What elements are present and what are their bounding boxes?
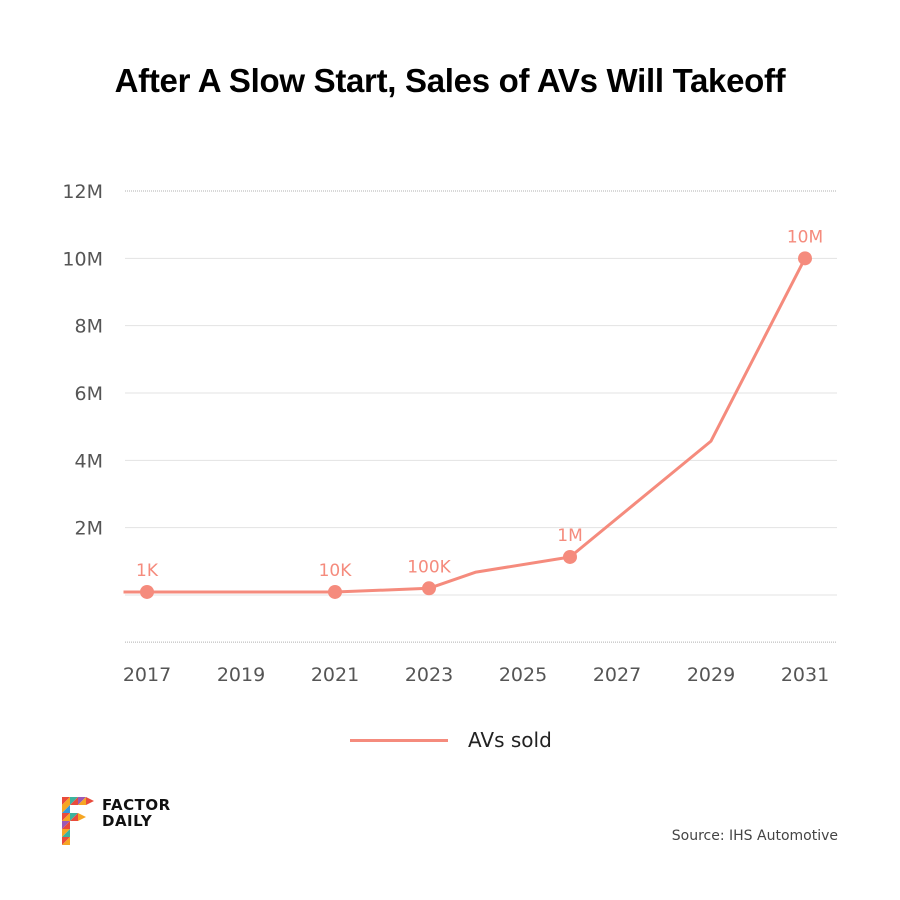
logo-f-icon xyxy=(62,797,94,845)
x-tick-label: 2031 xyxy=(781,664,829,686)
x-tick-label: 2023 xyxy=(405,664,453,686)
y-tick-label: 8M xyxy=(75,316,103,338)
data-label: 10K xyxy=(319,561,353,581)
data-point xyxy=(563,549,577,564)
y-axis-ticks: 2M 4M 6M 8M 10M 12M xyxy=(62,181,103,540)
data-label: 10M xyxy=(787,227,823,247)
legend-label: AVs sold xyxy=(468,728,552,752)
factor-daily-logo: FACTOR DAILY xyxy=(62,797,171,847)
series-avs-sold: 1K 10K 100K 1M 10M xyxy=(123,227,823,599)
data-label: 1K xyxy=(136,561,159,581)
data-point xyxy=(140,584,154,599)
x-tick-label: 2025 xyxy=(499,664,547,686)
y-tick-label: 10M xyxy=(62,248,103,270)
legend: AVs sold xyxy=(350,728,552,752)
y-tick-label: 12M xyxy=(62,181,103,203)
x-tick-label: 2017 xyxy=(123,664,171,686)
data-label: 100K xyxy=(407,557,451,577)
data-point xyxy=(422,581,436,596)
logo-text-line1: FACTOR xyxy=(102,796,171,814)
x-tick-label: 2029 xyxy=(687,664,735,686)
data-label: 1M xyxy=(557,526,582,546)
gridlines xyxy=(125,190,837,643)
chart-title: After A Slow Start, Sales of AVs Will Ta… xyxy=(114,62,786,99)
legend-swatch xyxy=(350,738,448,742)
source-note: Source: IHS Automotive xyxy=(671,828,838,844)
y-tick-label: 6M xyxy=(75,383,103,405)
y-tick-label: 2M xyxy=(75,518,103,540)
series-line xyxy=(123,257,807,594)
data-point xyxy=(328,584,342,599)
x-axis-ticks: 2017 2019 2021 2023 2025 2027 2029 2031 xyxy=(123,664,829,686)
y-tick-label: 4M xyxy=(75,450,103,472)
data-point xyxy=(798,251,812,266)
x-tick-label: 2021 xyxy=(311,664,359,686)
x-tick-label: 2019 xyxy=(217,664,265,686)
x-tick-label: 2027 xyxy=(593,664,641,686)
logo-text-line2: DAILY xyxy=(102,812,153,830)
